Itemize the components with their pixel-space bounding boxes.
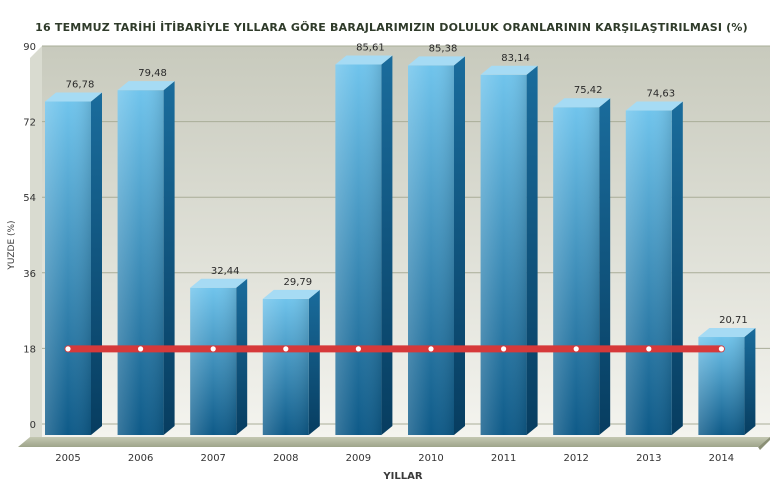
bar-value-label: 83,14 bbox=[501, 53, 530, 64]
line-point bbox=[573, 346, 579, 352]
bar-top bbox=[480, 65, 538, 75]
bar: 85,38 bbox=[408, 43, 465, 436]
line-point bbox=[283, 346, 289, 352]
plot-floor-edge bbox=[758, 437, 770, 450]
line-point bbox=[501, 346, 507, 352]
bar: 85,61 bbox=[335, 42, 393, 436]
bar-side bbox=[599, 98, 611, 436]
line-point bbox=[428, 346, 434, 352]
bar: 79,48 bbox=[117, 68, 175, 436]
bar-side bbox=[744, 328, 756, 435]
x-axis-title: YILLAR bbox=[383, 471, 423, 482]
bar-top bbox=[553, 98, 611, 108]
x-tick-label: 2006 bbox=[128, 453, 153, 464]
line-point bbox=[210, 346, 216, 352]
bar-top bbox=[45, 92, 102, 102]
bar: 76,78 bbox=[45, 80, 102, 436]
line-point bbox=[355, 346, 361, 352]
line-point bbox=[646, 346, 652, 352]
bar-side bbox=[526, 65, 538, 435]
chart-title: 16 TEMMUZ TARİHİ İTİBARİYLE YILLARA GÖRE… bbox=[35, 21, 748, 34]
bar-side bbox=[381, 55, 393, 436]
bar-top bbox=[408, 56, 465, 66]
line-point bbox=[718, 346, 725, 352]
bar-top bbox=[117, 81, 175, 91]
bar-side bbox=[91, 92, 102, 436]
x-tick-label: 2007 bbox=[200, 453, 225, 464]
x-tick-label: 2011 bbox=[491, 453, 516, 464]
bar-shine bbox=[117, 90, 164, 436]
bar: 74,63 bbox=[625, 89, 683, 435]
plot-floor bbox=[18, 437, 770, 447]
bar: 32,44 bbox=[190, 266, 248, 435]
bar-value-label: 85,61 bbox=[356, 42, 385, 53]
y-tick-label: 18 bbox=[23, 344, 36, 355]
x-tick-label: 2013 bbox=[636, 453, 661, 464]
bar-value-label: 29,79 bbox=[283, 277, 312, 288]
bar-side bbox=[671, 101, 683, 435]
bar-shine bbox=[408, 65, 454, 436]
bar-shine bbox=[45, 101, 91, 436]
bar-shine bbox=[698, 337, 745, 435]
bar: 75,42 bbox=[553, 85, 611, 436]
x-tick-label: 2014 bbox=[709, 453, 734, 464]
line-point bbox=[138, 346, 144, 352]
x-tick-label: 2010 bbox=[418, 453, 443, 464]
bar: 29,79 bbox=[262, 277, 320, 435]
bar-value-label: 20,71 bbox=[719, 315, 748, 326]
bar-side bbox=[236, 278, 248, 435]
bar-value-label: 32,44 bbox=[211, 266, 240, 277]
bar: 20,71 bbox=[698, 315, 756, 435]
bar-shine bbox=[553, 107, 600, 436]
bar-top bbox=[698, 328, 756, 338]
y-tick-label: 36 bbox=[23, 269, 36, 280]
bar-top bbox=[335, 55, 393, 65]
bar-top bbox=[262, 289, 320, 299]
bar-side bbox=[163, 81, 175, 436]
x-tick-label: 2012 bbox=[563, 453, 588, 464]
y-tick-label: 90 bbox=[23, 42, 36, 53]
bar-side bbox=[308, 289, 320, 435]
bar-value-label: 75,42 bbox=[574, 85, 603, 96]
bar-shine bbox=[190, 287, 237, 435]
bar-top bbox=[625, 101, 683, 111]
bar-shine bbox=[625, 110, 672, 435]
bar: 83,14 bbox=[480, 53, 538, 435]
y-tick-label: 54 bbox=[23, 193, 36, 204]
bar-value-label: 76,78 bbox=[66, 80, 95, 91]
bar-shine bbox=[335, 64, 382, 436]
bar-value-label: 85,38 bbox=[429, 43, 458, 54]
y-axis-title: YUZDE (%) bbox=[7, 220, 17, 270]
bar-shine bbox=[262, 298, 309, 435]
bar-shine bbox=[480, 74, 527, 435]
bar-value-label: 74,63 bbox=[646, 89, 675, 100]
plot-left-wall bbox=[30, 46, 42, 437]
y-tick-label: 72 bbox=[23, 118, 36, 129]
line-point bbox=[65, 346, 71, 352]
x-tick-label: 2009 bbox=[346, 453, 371, 464]
x-tick-label: 2008 bbox=[273, 453, 298, 464]
bar-value-label: 79,48 bbox=[138, 68, 167, 79]
x-tick-label: 2005 bbox=[55, 453, 80, 464]
bar-top bbox=[190, 278, 248, 288]
bar-side bbox=[454, 56, 465, 436]
y-tick-label: 0 bbox=[30, 420, 36, 431]
